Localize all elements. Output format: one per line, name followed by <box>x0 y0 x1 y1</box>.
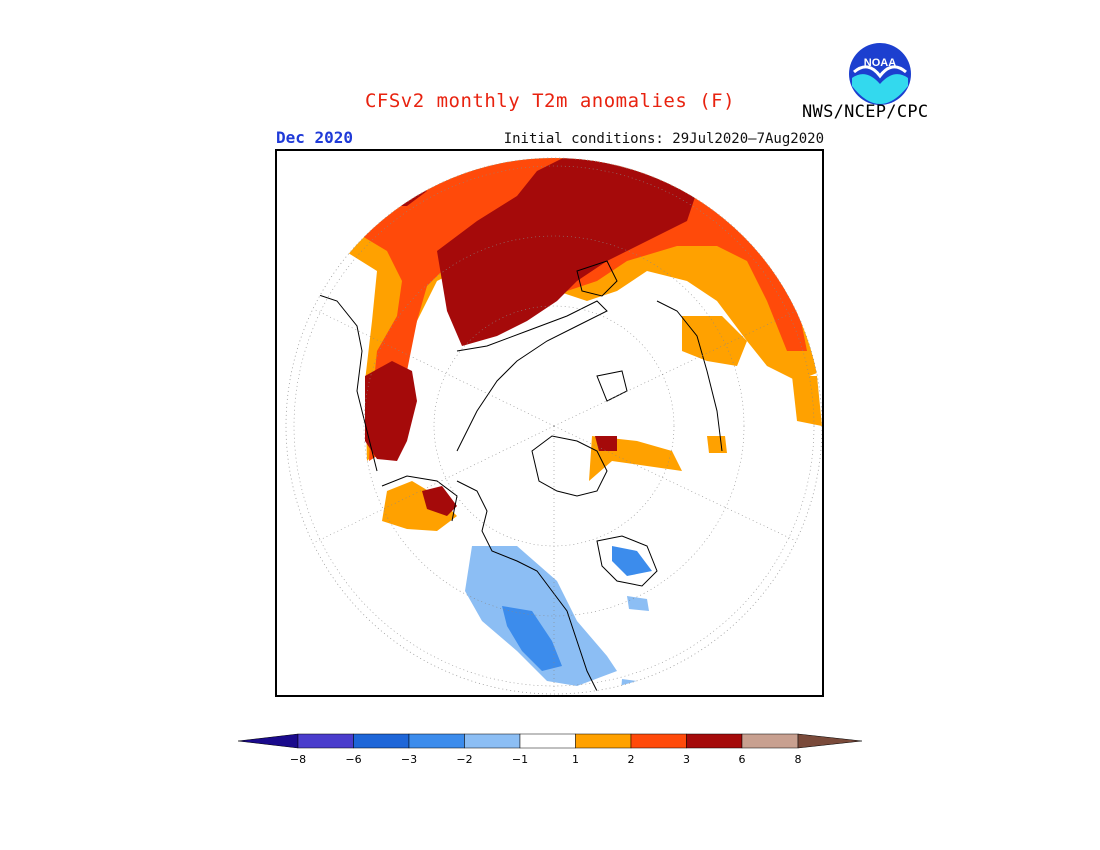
coastline-north-america <box>456 480 598 692</box>
coastline-greenland <box>531 435 608 497</box>
coastline-europe <box>656 300 723 452</box>
colorbar-tick-label: −1 <box>511 753 529 766</box>
valid-month-label: Dec 2020 <box>276 128 354 147</box>
anomaly-region-warm-1-2-far-east <box>792 376 822 426</box>
coastline-scandinavia <box>576 260 618 297</box>
colorbar-bin-6 <box>575 733 632 749</box>
colorbar-tick-label: −3 <box>400 753 418 766</box>
colorbar <box>238 733 862 749</box>
colorbar-tick-label: −6 <box>345 753 362 766</box>
anomaly-region-warm-3-6-siberia <box>595 436 617 451</box>
coastline-arctic-canada <box>456 300 608 452</box>
anomaly-region-cool-1-2 <box>465 546 617 686</box>
anomaly-region-warm-3-6-alaska <box>422 486 457 516</box>
anomaly-region-cool-2-3 <box>502 606 562 671</box>
anomaly-region-warm-1-2-east <box>707 436 727 453</box>
logo-text: NOAA <box>864 57 896 69</box>
anomaly-region-warm-2-3-alaska <box>382 481 457 531</box>
colorbar-tick-label: 3 <box>683 753 690 766</box>
initial-conditions-label: Initial conditions: 29Jul2020–7Aug2020 <box>503 131 824 147</box>
anomaly-region-cool-2-3-hudson <box>612 546 652 576</box>
colorbar-bin-0 <box>238 733 299 749</box>
colorbar-bin-3 <box>408 733 465 749</box>
colorbar-tick-label: −2 <box>456 753 473 766</box>
colorbar-tick-label: 6 <box>738 753 746 766</box>
colorbar-bin-10 <box>797 733 862 749</box>
colorbar-bin-9 <box>741 733 799 749</box>
anomaly-region-cool-1-2-east <box>627 596 649 611</box>
colorbar-tick-label: 8 <box>794 753 802 766</box>
coastline-hudson-bay <box>596 535 658 587</box>
noaa-logo-icon: NOAA <box>849 43 911 105</box>
coastline-siberia <box>306 290 378 472</box>
colorbar-bin-2 <box>353 733 410 749</box>
colorbar-bin-4 <box>464 733 521 749</box>
colorbar-bin-8 <box>686 733 743 749</box>
colorbar-bin-5 <box>519 733 576 749</box>
colorbar-tick-label: 1 <box>572 753 579 766</box>
polar-map <box>285 157 822 695</box>
map-frame <box>275 149 824 697</box>
colorbar-tick-label: 2 <box>627 753 635 766</box>
colorbar-bin-7 <box>630 733 687 749</box>
anomaly-region-warm-3-6 <box>437 158 697 346</box>
anomaly-region-warm-1-2-eurasia <box>682 316 747 366</box>
colorbar-tick-label: −8 <box>289 753 307 766</box>
map-title: CFSv2 monthly T2m anomalies (F) <box>364 90 736 112</box>
agency-label: NWS/NCEP/CPC <box>802 102 929 122</box>
coastline-alaska <box>381 475 458 522</box>
anomaly-region-cool-1-2-south <box>621 679 637 694</box>
colorbar-bin-1 <box>297 733 354 749</box>
anomaly-region-warm-3-6-greenland <box>365 361 417 461</box>
